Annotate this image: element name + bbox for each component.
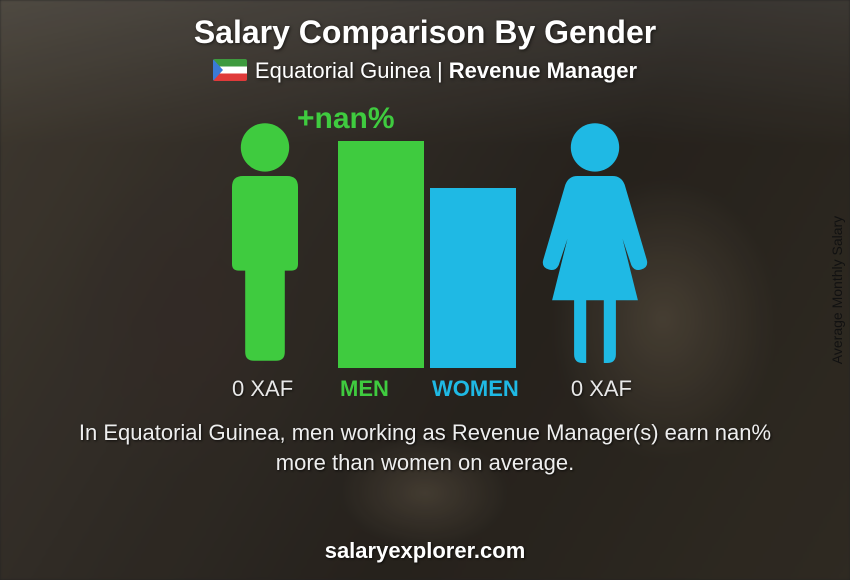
bar-men (338, 141, 424, 368)
women-value-label: 0 XAF (571, 376, 632, 402)
subtitle-row: Equatorial Guinea|Revenue Manager (0, 58, 850, 84)
page-title: Salary Comparison By Gender (0, 14, 850, 51)
y-axis-label: Average Monthly Salary (829, 216, 845, 364)
separator: | (437, 58, 443, 83)
chart-area: +nan% MEN WOMEN 0 XAF 0 XAF (0, 100, 850, 410)
female-icon (540, 121, 650, 368)
description-text: In Equatorial Guinea, men working as Rev… (60, 418, 790, 477)
bar-women (430, 188, 516, 368)
footer-source: salaryexplorer.com (0, 538, 850, 564)
y-axis-label-wrap: Average Monthly Salary (824, 0, 850, 580)
male-icon (210, 121, 320, 368)
infographic-content: Salary Comparison By Gender Equatorial G… (0, 0, 850, 580)
country-label: Equatorial Guinea (255, 58, 431, 83)
role-label: Revenue Manager (449, 58, 637, 83)
men-value-label: 0 XAF (232, 376, 293, 402)
women-axis-label: WOMEN (432, 376, 519, 402)
flag-icon (213, 59, 247, 81)
men-axis-label: MEN (340, 376, 389, 402)
